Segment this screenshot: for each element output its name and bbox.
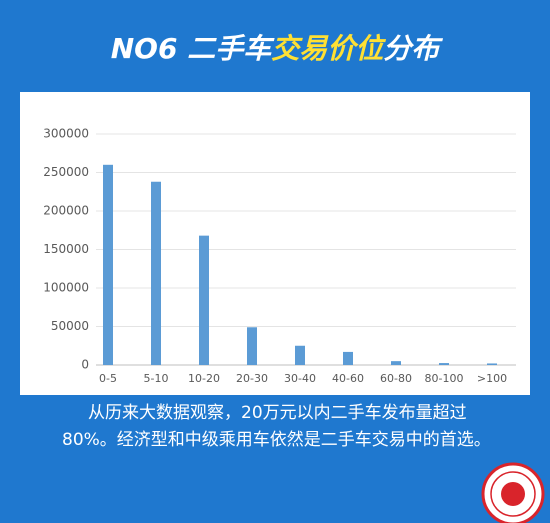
- title: NO6 二手车交易价位分布: [111, 32, 443, 65]
- title-part: 分布: [383, 32, 443, 65]
- x-tick-label: 60-80: [380, 372, 412, 385]
- bar: [487, 363, 497, 365]
- x-tick-label: 5-10: [144, 372, 169, 385]
- bar: [343, 351, 353, 365]
- x-tick-label: 20-30: [236, 372, 268, 385]
- bar: [295, 345, 305, 365]
- x-tick-label: 40-60: [332, 372, 364, 385]
- y-tick-label: 300000: [43, 127, 89, 141]
- title-highlight: 交易价位: [271, 32, 386, 65]
- bar: [391, 361, 401, 365]
- y-tick-label: 100000: [43, 281, 89, 295]
- x-tick-label: 30-40: [284, 372, 316, 385]
- bar: [151, 181, 161, 365]
- x-tick-label: 10-20: [188, 372, 220, 385]
- emblem: [481, 462, 545, 523]
- title-part: NO6 二手车: [111, 32, 275, 65]
- bar: [247, 327, 257, 365]
- y-tick-label: 50000: [51, 319, 89, 333]
- x-tick-label: 0-5: [99, 372, 117, 385]
- y-tick-label: 150000: [43, 242, 89, 256]
- caption: 从历来大数据观察，20万元以内二手车发布量超过80%。经济型和中级乘用车依然是二…: [62, 403, 491, 450]
- bar: [199, 235, 209, 365]
- y-tick-label: 200000: [43, 204, 89, 218]
- bar: [103, 164, 113, 365]
- x-tick-label: >100: [477, 372, 507, 385]
- y-tick-label: 250000: [43, 165, 89, 179]
- x-tick-label: 80-100: [425, 372, 464, 385]
- y-tick-label: 0: [81, 358, 89, 372]
- bar: [439, 363, 449, 365]
- chart-panel: [20, 92, 530, 395]
